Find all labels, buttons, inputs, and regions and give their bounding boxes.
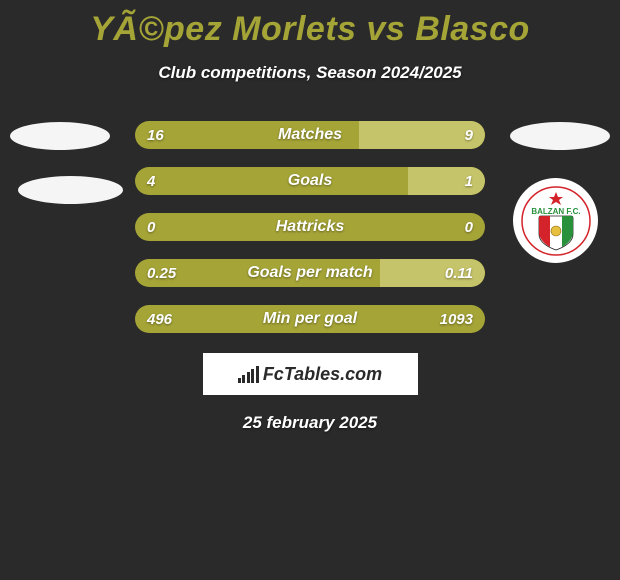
player-left-logo-1 (10, 122, 110, 150)
fctables-watermark: FcTables.com (203, 353, 418, 395)
stat-value-right: 0 (465, 213, 473, 241)
stat-row: 16Matches9 (135, 121, 485, 149)
stat-row: 496Min per goal1093 (135, 305, 485, 333)
club-badge: BALZAN F.C. (513, 178, 598, 263)
svg-text:BALZAN F.C.: BALZAN F.C. (531, 207, 580, 216)
stat-label: Hattricks (135, 213, 485, 241)
date-label: 25 february 2025 (0, 413, 620, 433)
stat-label: Matches (135, 121, 485, 149)
stat-value-right: 1093 (440, 305, 473, 333)
player-right-logo-1 (510, 122, 610, 150)
stat-row: 0Hattricks0 (135, 213, 485, 241)
stat-row: 0.25Goals per match0.11 (135, 259, 485, 287)
stat-label: Min per goal (135, 305, 485, 333)
stat-row: 4Goals1 (135, 167, 485, 195)
stat-value-right: 0.11 (445, 259, 473, 287)
bars-icon (238, 365, 259, 383)
fctables-text: FcTables.com (263, 364, 382, 385)
stat-label: Goals per match (135, 259, 485, 287)
page-title: YÃ©pez Morlets vs Blasco (0, 0, 620, 49)
stat-label: Goals (135, 167, 485, 195)
subtitle: Club competitions, Season 2024/2025 (0, 63, 620, 83)
balzan-fc-badge-icon: BALZAN F.C. (521, 186, 591, 256)
stat-value-right: 1 (465, 167, 473, 195)
stat-value-right: 9 (465, 121, 473, 149)
player-left-logo-2 (18, 176, 123, 204)
